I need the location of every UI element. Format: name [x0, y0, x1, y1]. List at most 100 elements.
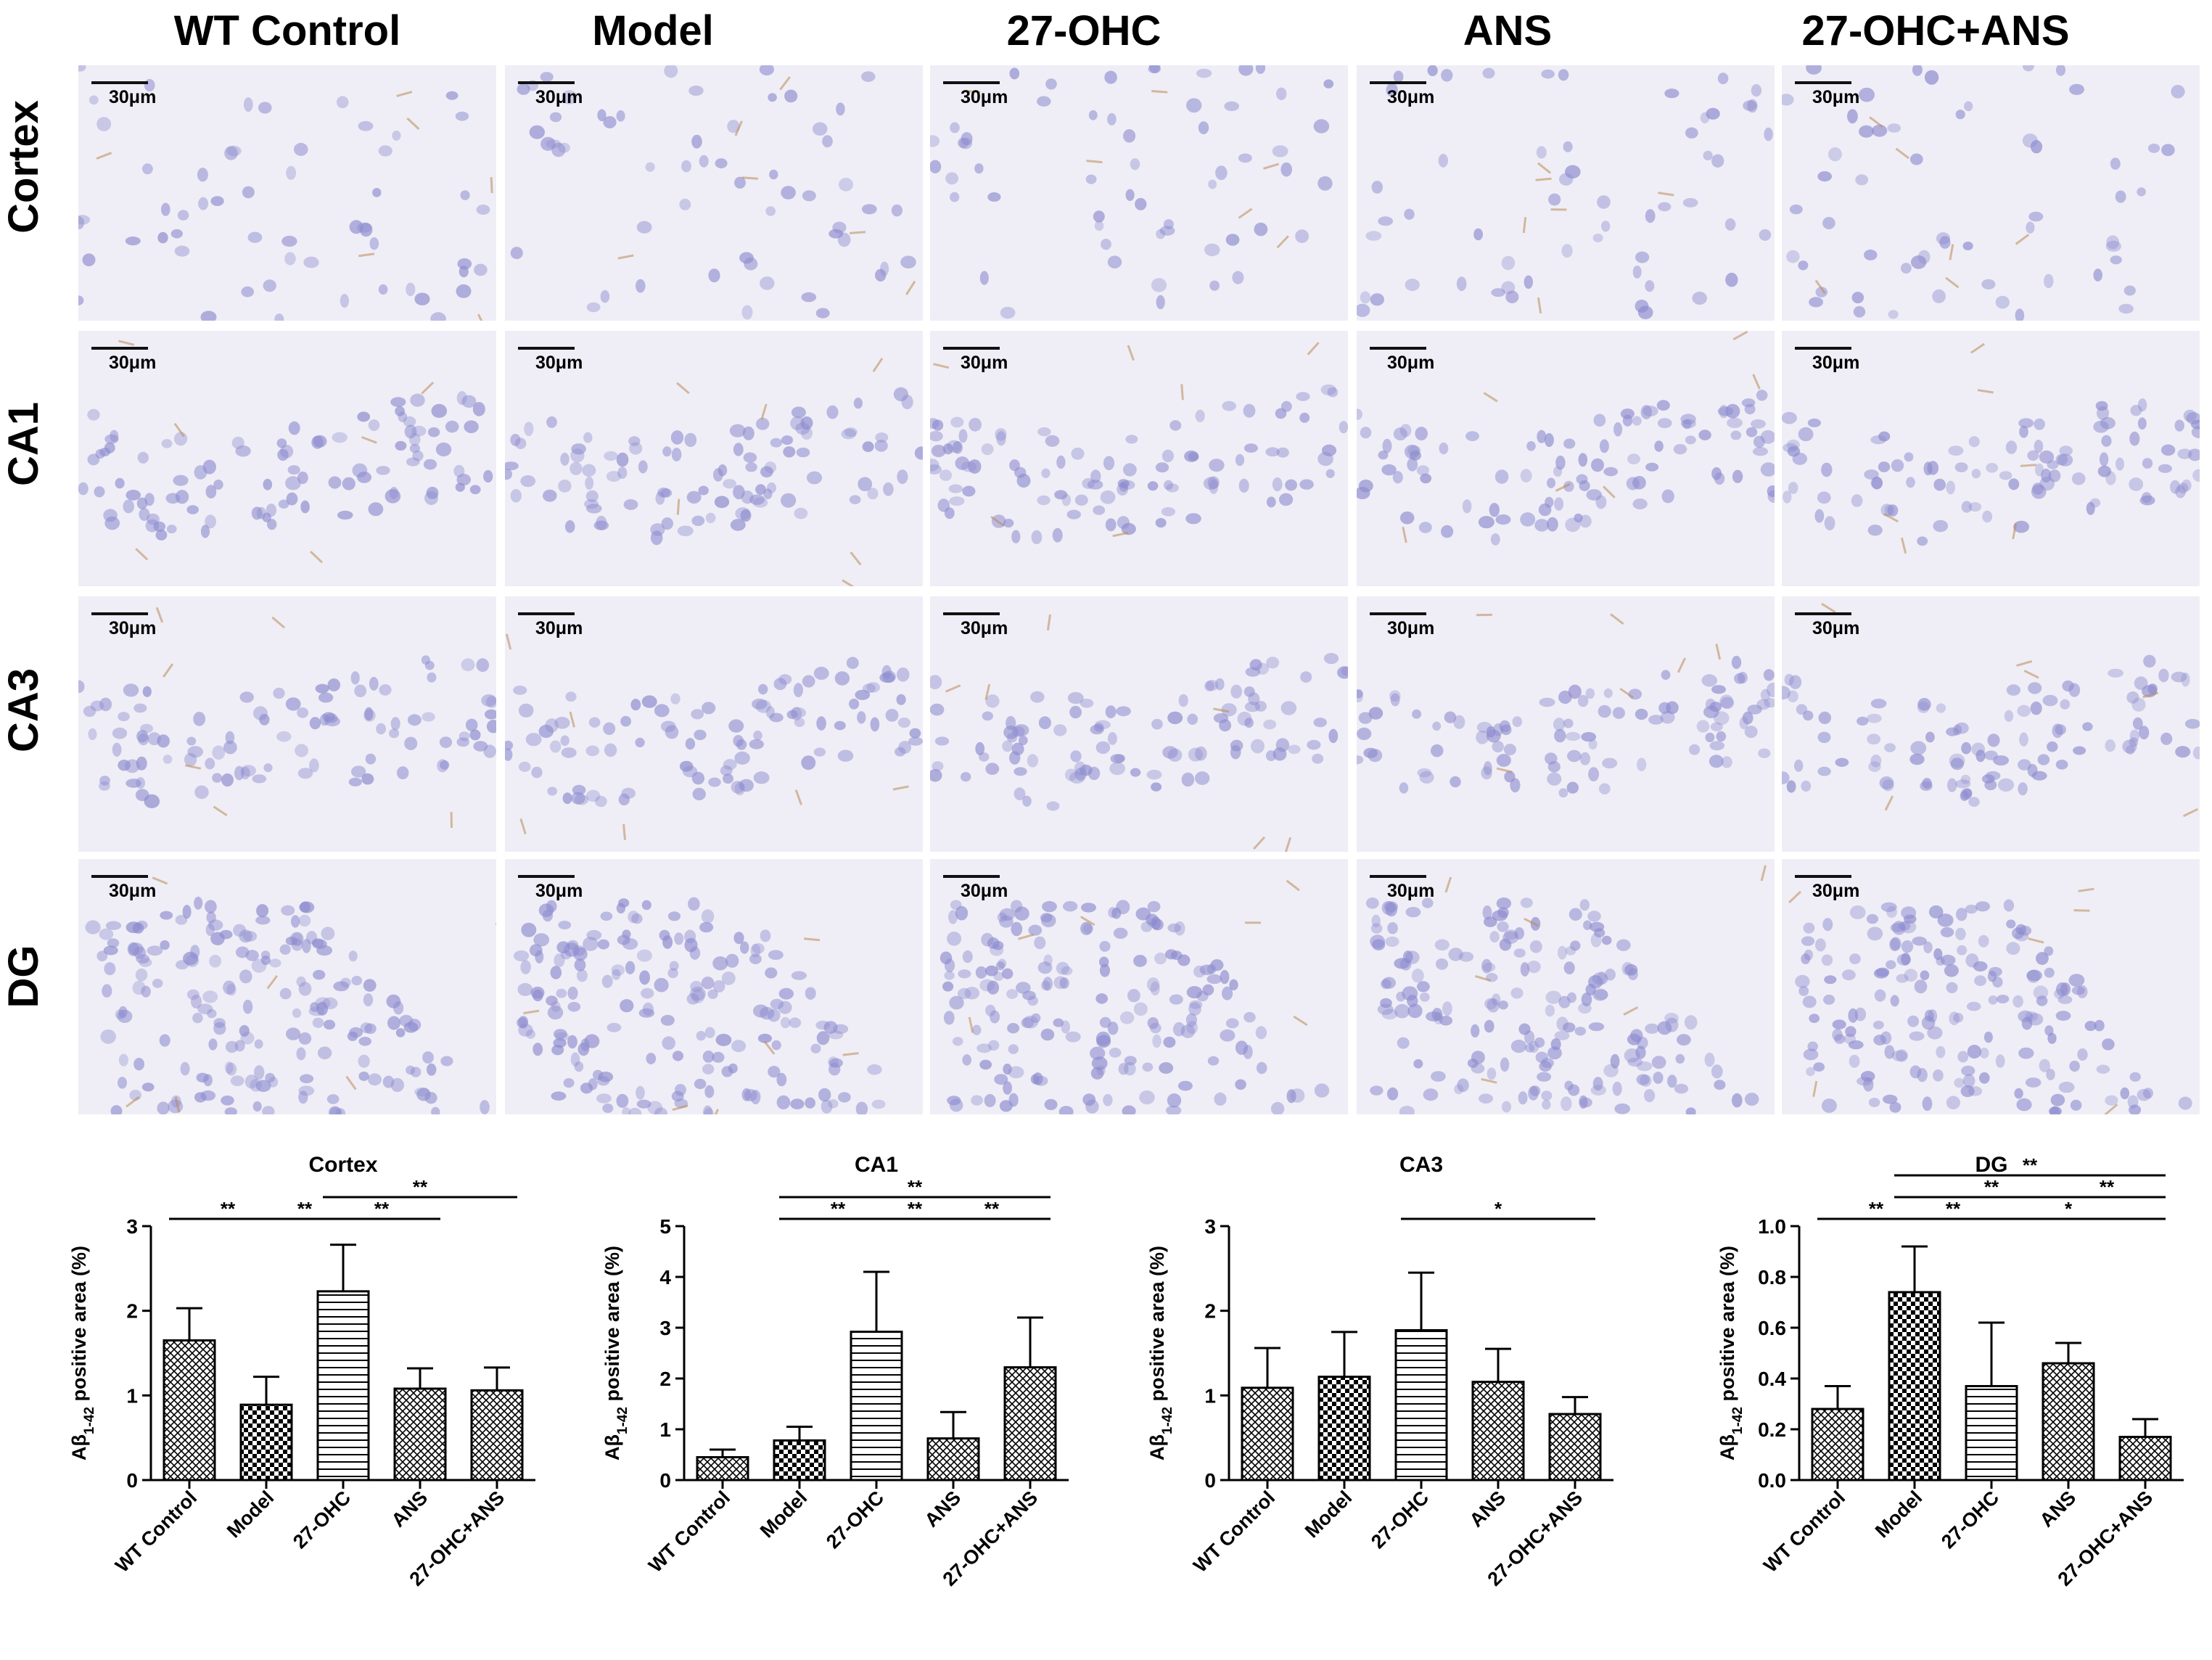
significance-label: **	[374, 1198, 390, 1220]
bar-charts: Cortex 0 1 2 3 Aβ1-42 positive area (%) WT Con…	[68, 1153, 2184, 1590]
significance-label: **	[1984, 1176, 1999, 1198]
scale-bar-label: 30μm	[1812, 618, 1860, 638]
column-header-27-ohc: 27-OHC	[1006, 7, 1161, 54]
scale-bar	[91, 875, 148, 878]
bar-4	[1548, 1413, 1602, 1482]
y-tick-label: 3	[659, 1317, 671, 1339]
y-tick-label: 2	[1204, 1300, 1216, 1323]
bar-4	[470, 1389, 524, 1482]
scale-bar	[1795, 81, 1851, 84]
scale-bar	[943, 875, 1000, 878]
scale-bar-label: 30μm	[1387, 87, 1435, 107]
micrograph-cortex-ans: 30μm	[1357, 65, 1775, 321]
scale-bar-label: 30μm	[109, 87, 157, 107]
micrograph-ca1-27-ohc: 30μm	[930, 331, 1348, 586]
micrograph-cortex-model: 30μm	[505, 65, 923, 321]
y-tick-label: 0.4	[1758, 1368, 1786, 1390]
x-tick-label: ANS	[1465, 1487, 1510, 1532]
bar-1	[239, 1403, 293, 1482]
significance-label: **	[2023, 1154, 2038, 1176]
significance-label: **	[413, 1176, 428, 1198]
scale-bar-label: 30μm	[535, 87, 583, 107]
chart-1: CA1 0 1 2 3 4 5 Aβ1-42 positive area (%) WT Cont…	[601, 1153, 1069, 1590]
significance-label: **	[908, 1176, 923, 1198]
chart-2: CA3 0 1 2 3 Aβ1-42 positive area (%) WT Contro…	[1146, 1153, 1613, 1590]
micrograph-dg-wt-control: 30μm	[78, 859, 496, 1114]
bar-0	[163, 1339, 216, 1482]
chart-title: CA3	[1399, 1153, 1443, 1177]
bar-0	[1241, 1386, 1294, 1482]
scale-bar-label: 30μm	[961, 618, 1008, 638]
column-header-ans: ANS	[1463, 7, 1553, 54]
scale-bar-label: 30μm	[961, 353, 1008, 373]
micrograph-ca1-27-ohc-ans: 30μm	[1782, 331, 2200, 586]
row-header-dg: DG	[0, 945, 47, 1008]
bar-0	[1811, 1408, 1864, 1482]
bar-2	[850, 1331, 903, 1482]
y-tick-label: 3	[126, 1215, 138, 1238]
chart-title: CA1	[855, 1153, 898, 1177]
micrograph-ca1-ans: 30μm	[1357, 331, 1775, 586]
scale-bar	[943, 612, 1000, 615]
micrograph-ca1-model: 30μm	[505, 331, 923, 586]
significance-label: **	[221, 1198, 236, 1220]
x-tick-label: Model	[1301, 1487, 1356, 1542]
x-tick-label: ANS	[387, 1487, 432, 1532]
y-tick-label: 4	[659, 1266, 671, 1289]
y-tick-label: 2	[659, 1368, 671, 1390]
x-tick-label: WT Control	[1759, 1487, 1849, 1577]
bar-3	[393, 1387, 447, 1482]
x-tick-label: WT Control	[111, 1487, 201, 1577]
scale-bar-label: 30μm	[535, 881, 583, 901]
x-tick-label: 27-OHC	[1367, 1487, 1433, 1553]
y-tick-label: 5	[659, 1215, 671, 1238]
scale-bar-label: 30μm	[1812, 87, 1860, 107]
scale-bar-label: 30μm	[961, 881, 1008, 901]
y-tick-label: 3	[1204, 1215, 1216, 1238]
x-tick-label: Model	[1871, 1487, 1926, 1542]
bar-4	[2118, 1436, 2172, 1482]
y-tick-label: 1.0	[1758, 1215, 1786, 1238]
x-tick-label: WT Control	[644, 1487, 734, 1577]
scale-bar	[91, 612, 148, 615]
y-tick-label: 0	[1204, 1469, 1216, 1492]
y-tick-label: 0.8	[1758, 1266, 1786, 1289]
significance-label: **	[984, 1198, 1000, 1220]
y-tick-label: 1	[1204, 1384, 1216, 1407]
y-tick-label: 2	[126, 1300, 138, 1323]
x-tick-label: 27-OHC	[822, 1487, 888, 1553]
scale-bar-label: 30μm	[109, 618, 157, 638]
scale-bar	[1370, 875, 1426, 878]
scale-bar	[943, 347, 1000, 350]
scale-bar	[91, 347, 148, 350]
bar-1	[1317, 1376, 1371, 1482]
micrograph-ca3-ans: 30μm	[1357, 596, 1775, 852]
y-axis-label: Aβ1-42 positive area (%)	[68, 1246, 97, 1460]
significance-label: **	[1869, 1198, 1884, 1220]
column-header-model: Model	[592, 7, 714, 54]
micrograph-dg-27-ohc-ans: 30μm	[1782, 859, 2200, 1114]
bar-3	[2042, 1362, 2095, 1482]
bar-2	[316, 1290, 370, 1482]
x-tick-label: ANS	[921, 1487, 966, 1532]
significance-label: **	[908, 1198, 923, 1220]
significance-label: **	[297, 1198, 313, 1220]
micrograph-dg-ans: 30μm	[1357, 859, 1775, 1114]
row-header-cortex: Cortex	[0, 100, 47, 234]
scale-bar-label: 30μm	[1387, 618, 1435, 638]
scale-bar-label: 30μm	[1387, 353, 1435, 373]
bar-1	[773, 1439, 826, 1482]
y-tick-label: 1	[659, 1418, 671, 1441]
bar-2	[1965, 1385, 2018, 1482]
bar-0	[696, 1456, 749, 1482]
micrograph-ca1-wt-control: 30μm	[78, 331, 496, 586]
micrograph-cortex-27-ohc: 30μm	[930, 65, 1348, 321]
bar-4	[1003, 1366, 1057, 1482]
chart-title: DG	[1975, 1153, 2008, 1177]
scale-bar	[518, 612, 575, 615]
chart-0: Cortex 0 1 2 3 Aβ1-42 positive area (%) WT Con…	[68, 1153, 535, 1590]
scale-bar-label: 30μm	[961, 87, 1008, 107]
micrograph-dg-model: 30μm	[505, 859, 923, 1114]
bar-2	[1394, 1329, 1448, 1482]
significance-label: *	[1494, 1198, 1502, 1220]
